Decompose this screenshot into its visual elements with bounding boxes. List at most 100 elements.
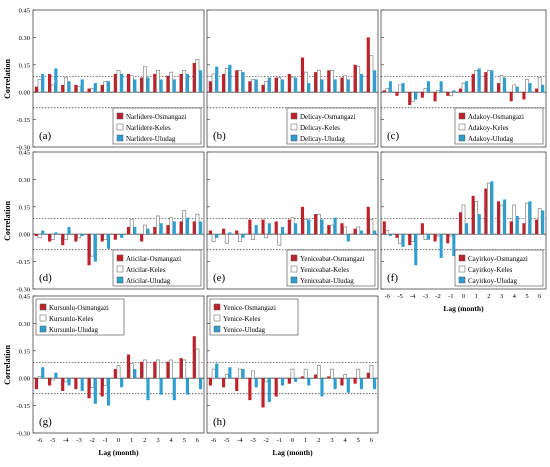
- bar-uludag: [503, 199, 507, 235]
- x-tick-label: 0: [462, 293, 465, 300]
- bar-keles: [50, 233, 55, 240]
- legend-box: [112, 249, 202, 287]
- bar-osmangazi: [497, 201, 501, 235]
- bar-uludag: [93, 83, 97, 93]
- bar-keles: [436, 233, 440, 237]
- bar-keles: [474, 201, 478, 235]
- bar-osmangazi: [192, 221, 196, 235]
- legend-box: [454, 249, 544, 287]
- bar-uludag: [241, 369, 245, 379]
- bar-osmangazi: [153, 73, 157, 93]
- x-tick-label: 5: [357, 437, 360, 444]
- bar-keles: [156, 359, 160, 379]
- bar-uludag: [490, 181, 494, 235]
- bar-osmangazi: [34, 234, 38, 237]
- bar-osmangazi: [235, 230, 239, 235]
- panel-a: 0.45 0.30 0.15 0.00 -0.15 -0.30 (a) Narlidere-O…: [16, 8, 205, 152]
- bar-osmangazi: [113, 234, 117, 240]
- bar-osmangazi: [153, 361, 157, 379]
- legend-label-osmangazi: Kursunlu-Osmangazi: [49, 304, 109, 312]
- legend-swatch-keles: [458, 265, 466, 273]
- x-tick-label: -1: [448, 293, 453, 300]
- bar-osmangazi: [535, 88, 539, 93]
- bar-uludag: [172, 378, 176, 401]
- bar-osmangazi: [420, 223, 424, 235]
- bar-uludag: [54, 372, 58, 379]
- legend-label-uludag: Narlidere-Uludag: [126, 135, 176, 143]
- bar-uludag: [373, 70, 377, 93]
- legend-label-keles: Yeniceabat-Keles: [300, 266, 349, 274]
- legend-swatch-keles: [116, 265, 124, 273]
- legend-label-uludag: Delicay-Uludag: [300, 135, 345, 143]
- bar-keles: [449, 233, 453, 237]
- bar-uludag: [439, 81, 443, 93]
- y-axis-title: Correlation: [3, 59, 12, 99]
- bar-uludag: [133, 226, 137, 235]
- y-axis-title: Correlation: [3, 345, 12, 385]
- y-tick-label: 0.45: [19, 150, 30, 157]
- y-tick-label: 0.45: [19, 294, 30, 301]
- y-tick-label: 0.00: [19, 90, 30, 97]
- bar-keles: [169, 71, 173, 93]
- bar-uludag: [307, 378, 311, 386]
- bar-osmangazi: [353, 228, 357, 235]
- bar-keles: [290, 77, 295, 93]
- bar-osmangazi: [327, 376, 331, 379]
- legend-label-osmangazi: Cayirkoy-Osmangazi: [468, 255, 528, 263]
- x-tick-label: -2: [263, 437, 268, 444]
- x-tick-label: 6: [370, 437, 374, 444]
- bar-keles: [129, 75, 134, 93]
- bar-keles: [224, 233, 229, 244]
- bar-osmangazi: [274, 378, 278, 397]
- bar-uludag: [254, 79, 258, 93]
- legend-box: [454, 107, 544, 145]
- y-tick-label: 0.45: [19, 8, 30, 15]
- bar-keles: [277, 233, 282, 246]
- bar-uludag: [320, 79, 324, 93]
- y-tick-label: 0.30: [19, 321, 30, 328]
- y-tick-label: -0.30: [16, 431, 30, 438]
- x-tick-label: 1: [304, 437, 307, 444]
- bar-keles: [303, 368, 308, 379]
- bar-osmangazi: [497, 83, 501, 93]
- bar-osmangazi: [100, 378, 104, 397]
- legend-label-uludag: Yenice-Uludag: [223, 326, 266, 334]
- bar-osmangazi: [192, 336, 196, 379]
- bar-uludag: [215, 234, 219, 238]
- bar-keles: [37, 376, 42, 379]
- bar-osmangazi: [287, 219, 291, 235]
- bar-osmangazi: [221, 228, 226, 235]
- bar-osmangazi: [287, 378, 291, 384]
- bar-uludag: [401, 234, 405, 247]
- x-tick-label: -4: [63, 437, 69, 444]
- x-tick-label: -2: [89, 437, 94, 444]
- bar-osmangazi: [61, 234, 65, 246]
- bar-osmangazi: [140, 234, 144, 242]
- bar-osmangazi: [179, 358, 183, 379]
- bar-osmangazi: [471, 195, 475, 235]
- legend-label-keles: Kursunlu-Keles: [49, 315, 94, 323]
- panel-label: (a): [39, 130, 52, 142]
- bar-keles: [512, 84, 517, 93]
- bar-uludag: [477, 214, 481, 235]
- legend-swatch-osmangazi: [116, 254, 124, 262]
- bar-osmangazi: [382, 221, 386, 235]
- legend-swatch-uludag: [458, 276, 466, 284]
- bar-uludag: [439, 234, 443, 258]
- panel-d: 0.45 0.30 0.15 0.00 -0.15 -0.30 (d) Aticilar-Os…: [16, 150, 205, 294]
- bar-uludag: [54, 232, 58, 235]
- bar-osmangazi: [522, 92, 526, 100]
- bar-osmangazi: [261, 378, 265, 408]
- bar-osmangazi: [509, 221, 513, 235]
- bar-uludag: [452, 90, 456, 93]
- bar-keles: [264, 80, 269, 93]
- x-tick-label: -4: [237, 437, 243, 444]
- bar-uludag: [67, 81, 71, 93]
- bar-keles: [211, 73, 216, 93]
- bar-osmangazi: [100, 84, 104, 93]
- x-tick-label: -3: [250, 437, 255, 444]
- x-tick-label: -5: [397, 293, 402, 300]
- bar-keles: [129, 363, 134, 379]
- bar-uludag: [228, 64, 232, 93]
- bar-uludag: [185, 378, 190, 395]
